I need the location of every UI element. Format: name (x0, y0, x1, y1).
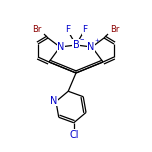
Text: Br: Br (110, 24, 120, 33)
Text: N: N (50, 95, 58, 105)
Text: −: − (79, 36, 84, 41)
Text: F: F (82, 26, 88, 35)
Text: N: N (87, 42, 95, 52)
Text: N: N (57, 42, 65, 52)
Text: +: + (95, 38, 99, 43)
Text: Br: Br (32, 24, 42, 33)
Text: B: B (73, 40, 79, 50)
Text: Cl: Cl (69, 130, 79, 140)
Text: F: F (66, 26, 71, 35)
